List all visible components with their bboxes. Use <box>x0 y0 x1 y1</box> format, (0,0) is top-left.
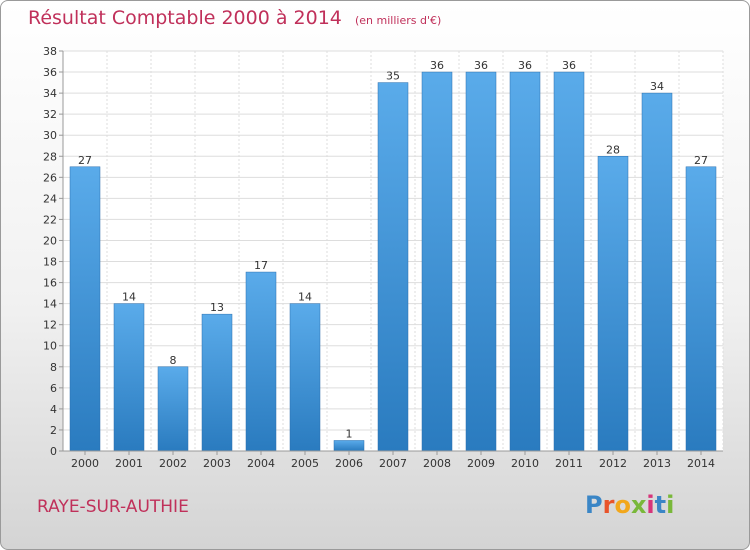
bar-2011 <box>553 71 585 452</box>
y-tick-label: 4 <box>50 403 57 416</box>
y-tick-label: 0 <box>50 445 57 458</box>
bar-2000 <box>69 166 101 452</box>
bar-value-label: 36 <box>562 59 576 72</box>
bar-value-label: 28 <box>606 143 620 156</box>
bar-2012 <box>597 156 629 452</box>
bar-value-label: 13 <box>210 301 224 314</box>
x-tick-label: 2009 <box>467 457 495 470</box>
bar-2008 <box>421 71 453 452</box>
y-tick-label: 36 <box>43 66 57 79</box>
chart-subtitle: (en milliers d'€) <box>354 14 442 27</box>
bar-2004 <box>245 271 277 452</box>
chart-title: Résultat Comptable 2000 à 2014 <box>28 7 342 29</box>
bar-value-label: 14 <box>122 291 136 304</box>
y-tick-label: 26 <box>43 171 57 184</box>
bar-value-label: 34 <box>650 80 664 93</box>
bar-2007 <box>377 82 409 452</box>
commune-name: RAYE-SUR-AUTHIE <box>37 497 189 517</box>
y-tick-label: 16 <box>43 277 57 290</box>
bar-2003 <box>201 313 233 452</box>
bar-value-label: 27 <box>694 154 708 167</box>
title-row: Résultat Comptable 2000 à 2014 (en milli… <box>28 7 441 29</box>
y-tick-label: 12 <box>43 319 57 332</box>
bar-value-label: 27 <box>78 154 92 167</box>
x-tick-label: 2002 <box>159 457 187 470</box>
bar-value-label: 8 <box>170 354 177 367</box>
bar-2009 <box>465 71 497 452</box>
bar-value-label: 36 <box>474 59 488 72</box>
x-tick-label: 2001 <box>115 457 143 470</box>
x-tick-label: 2003 <box>203 457 231 470</box>
bars-layer: 27 14 8 13 17 14 1 35 36 36 36 36 28 34 27 <box>69 59 717 452</box>
y-tick-label: 30 <box>43 129 57 142</box>
x-tick-label: 2014 <box>687 457 715 470</box>
bar-2014 <box>685 166 717 452</box>
bar-2001 <box>113 303 145 452</box>
y-tick-label: 10 <box>43 340 57 353</box>
x-tick-label: 2013 <box>643 457 671 470</box>
x-tick-label: 2008 <box>423 457 451 470</box>
bar-2010 <box>509 71 541 452</box>
y-tick-label: 14 <box>43 298 57 311</box>
y-tick-label: 38 <box>43 45 57 58</box>
bar-2005 <box>289 303 321 452</box>
bar-2013 <box>641 92 673 452</box>
bar-value-label: 36 <box>518 59 532 72</box>
x-tick-label: 2000 <box>71 457 99 470</box>
bar-2002 <box>157 366 189 452</box>
bar-value-label: 36 <box>430 59 444 72</box>
y-tick-label: 2 <box>50 424 57 437</box>
proxiti-logo: Proxiti <box>585 491 675 519</box>
x-tick-label: 2007 <box>379 457 407 470</box>
x-tick-label: 2006 <box>335 457 363 470</box>
x-tick-label: 2004 <box>247 457 275 470</box>
x-tick-label: 2011 <box>555 457 583 470</box>
y-tick-label: 6 <box>50 382 57 395</box>
bar-2006 <box>333 440 365 452</box>
y-tick-label: 8 <box>50 361 57 374</box>
bar-value-label: 17 <box>254 259 268 272</box>
x-tick-label: 2010 <box>511 457 539 470</box>
y-tick-label: 20 <box>43 234 57 247</box>
bar-value-label: 35 <box>386 70 400 83</box>
x-tick-label: 2005 <box>291 457 319 470</box>
y-tick-label: 32 <box>43 108 57 121</box>
y-tick-label: 28 <box>43 150 57 163</box>
x-tick-label: 2012 <box>599 457 627 470</box>
bar-value-label: 1 <box>346 427 353 440</box>
y-tick-label: 22 <box>43 213 57 226</box>
y-tick-label: 34 <box>43 87 57 100</box>
y-tick-label: 18 <box>43 256 57 269</box>
bar-value-label: 14 <box>298 291 312 304</box>
y-tick-label: 24 <box>43 192 57 205</box>
